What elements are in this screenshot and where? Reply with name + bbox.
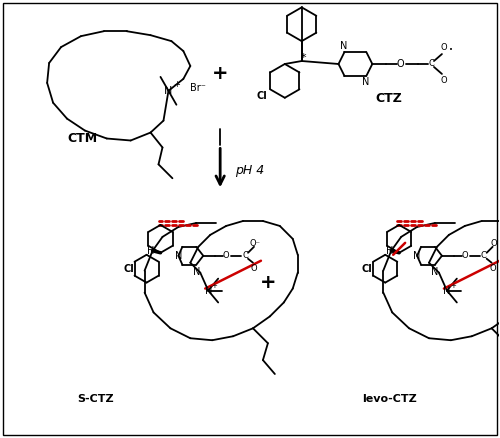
Text: levo-CTZ: levo-CTZ — [362, 394, 416, 404]
Text: N: N — [432, 267, 438, 277]
Text: N: N — [362, 77, 369, 87]
Text: Cl: Cl — [124, 264, 134, 274]
Text: O: O — [396, 59, 404, 69]
Text: Br⁻: Br⁻ — [190, 83, 206, 93]
Text: +: + — [212, 64, 228, 83]
Text: +: + — [212, 283, 217, 289]
Text: O: O — [440, 43, 447, 52]
Text: H: H — [147, 246, 154, 256]
Text: H: H — [386, 246, 393, 256]
Text: N: N — [164, 86, 172, 96]
Text: N: N — [204, 286, 212, 296]
Text: C: C — [242, 251, 248, 260]
Text: *: * — [301, 53, 306, 63]
Text: CTZ: CTZ — [376, 92, 402, 105]
Text: N: N — [174, 251, 182, 261]
Text: O: O — [490, 264, 496, 273]
Text: C: C — [428, 60, 434, 68]
Text: O: O — [223, 251, 230, 260]
Text: Cl: Cl — [256, 91, 267, 101]
Text: C: C — [481, 251, 486, 260]
Text: N: N — [414, 251, 421, 261]
Text: N: N — [340, 41, 347, 51]
Text: O⁻: O⁻ — [250, 239, 260, 248]
Text: Cl: Cl — [362, 264, 372, 274]
Text: pH 4: pH 4 — [235, 164, 264, 177]
Text: N: N — [192, 267, 200, 277]
Text: S-CTZ: S-CTZ — [78, 394, 114, 404]
Text: O: O — [490, 239, 497, 248]
Text: N: N — [443, 286, 450, 296]
Text: •: • — [449, 47, 453, 53]
Text: O: O — [250, 264, 258, 273]
Text: O: O — [440, 76, 447, 85]
Text: +: + — [260, 273, 276, 292]
Text: +: + — [450, 283, 456, 289]
Text: CTM: CTM — [68, 132, 98, 145]
Text: +: + — [173, 80, 180, 89]
Text: O: O — [462, 251, 468, 260]
